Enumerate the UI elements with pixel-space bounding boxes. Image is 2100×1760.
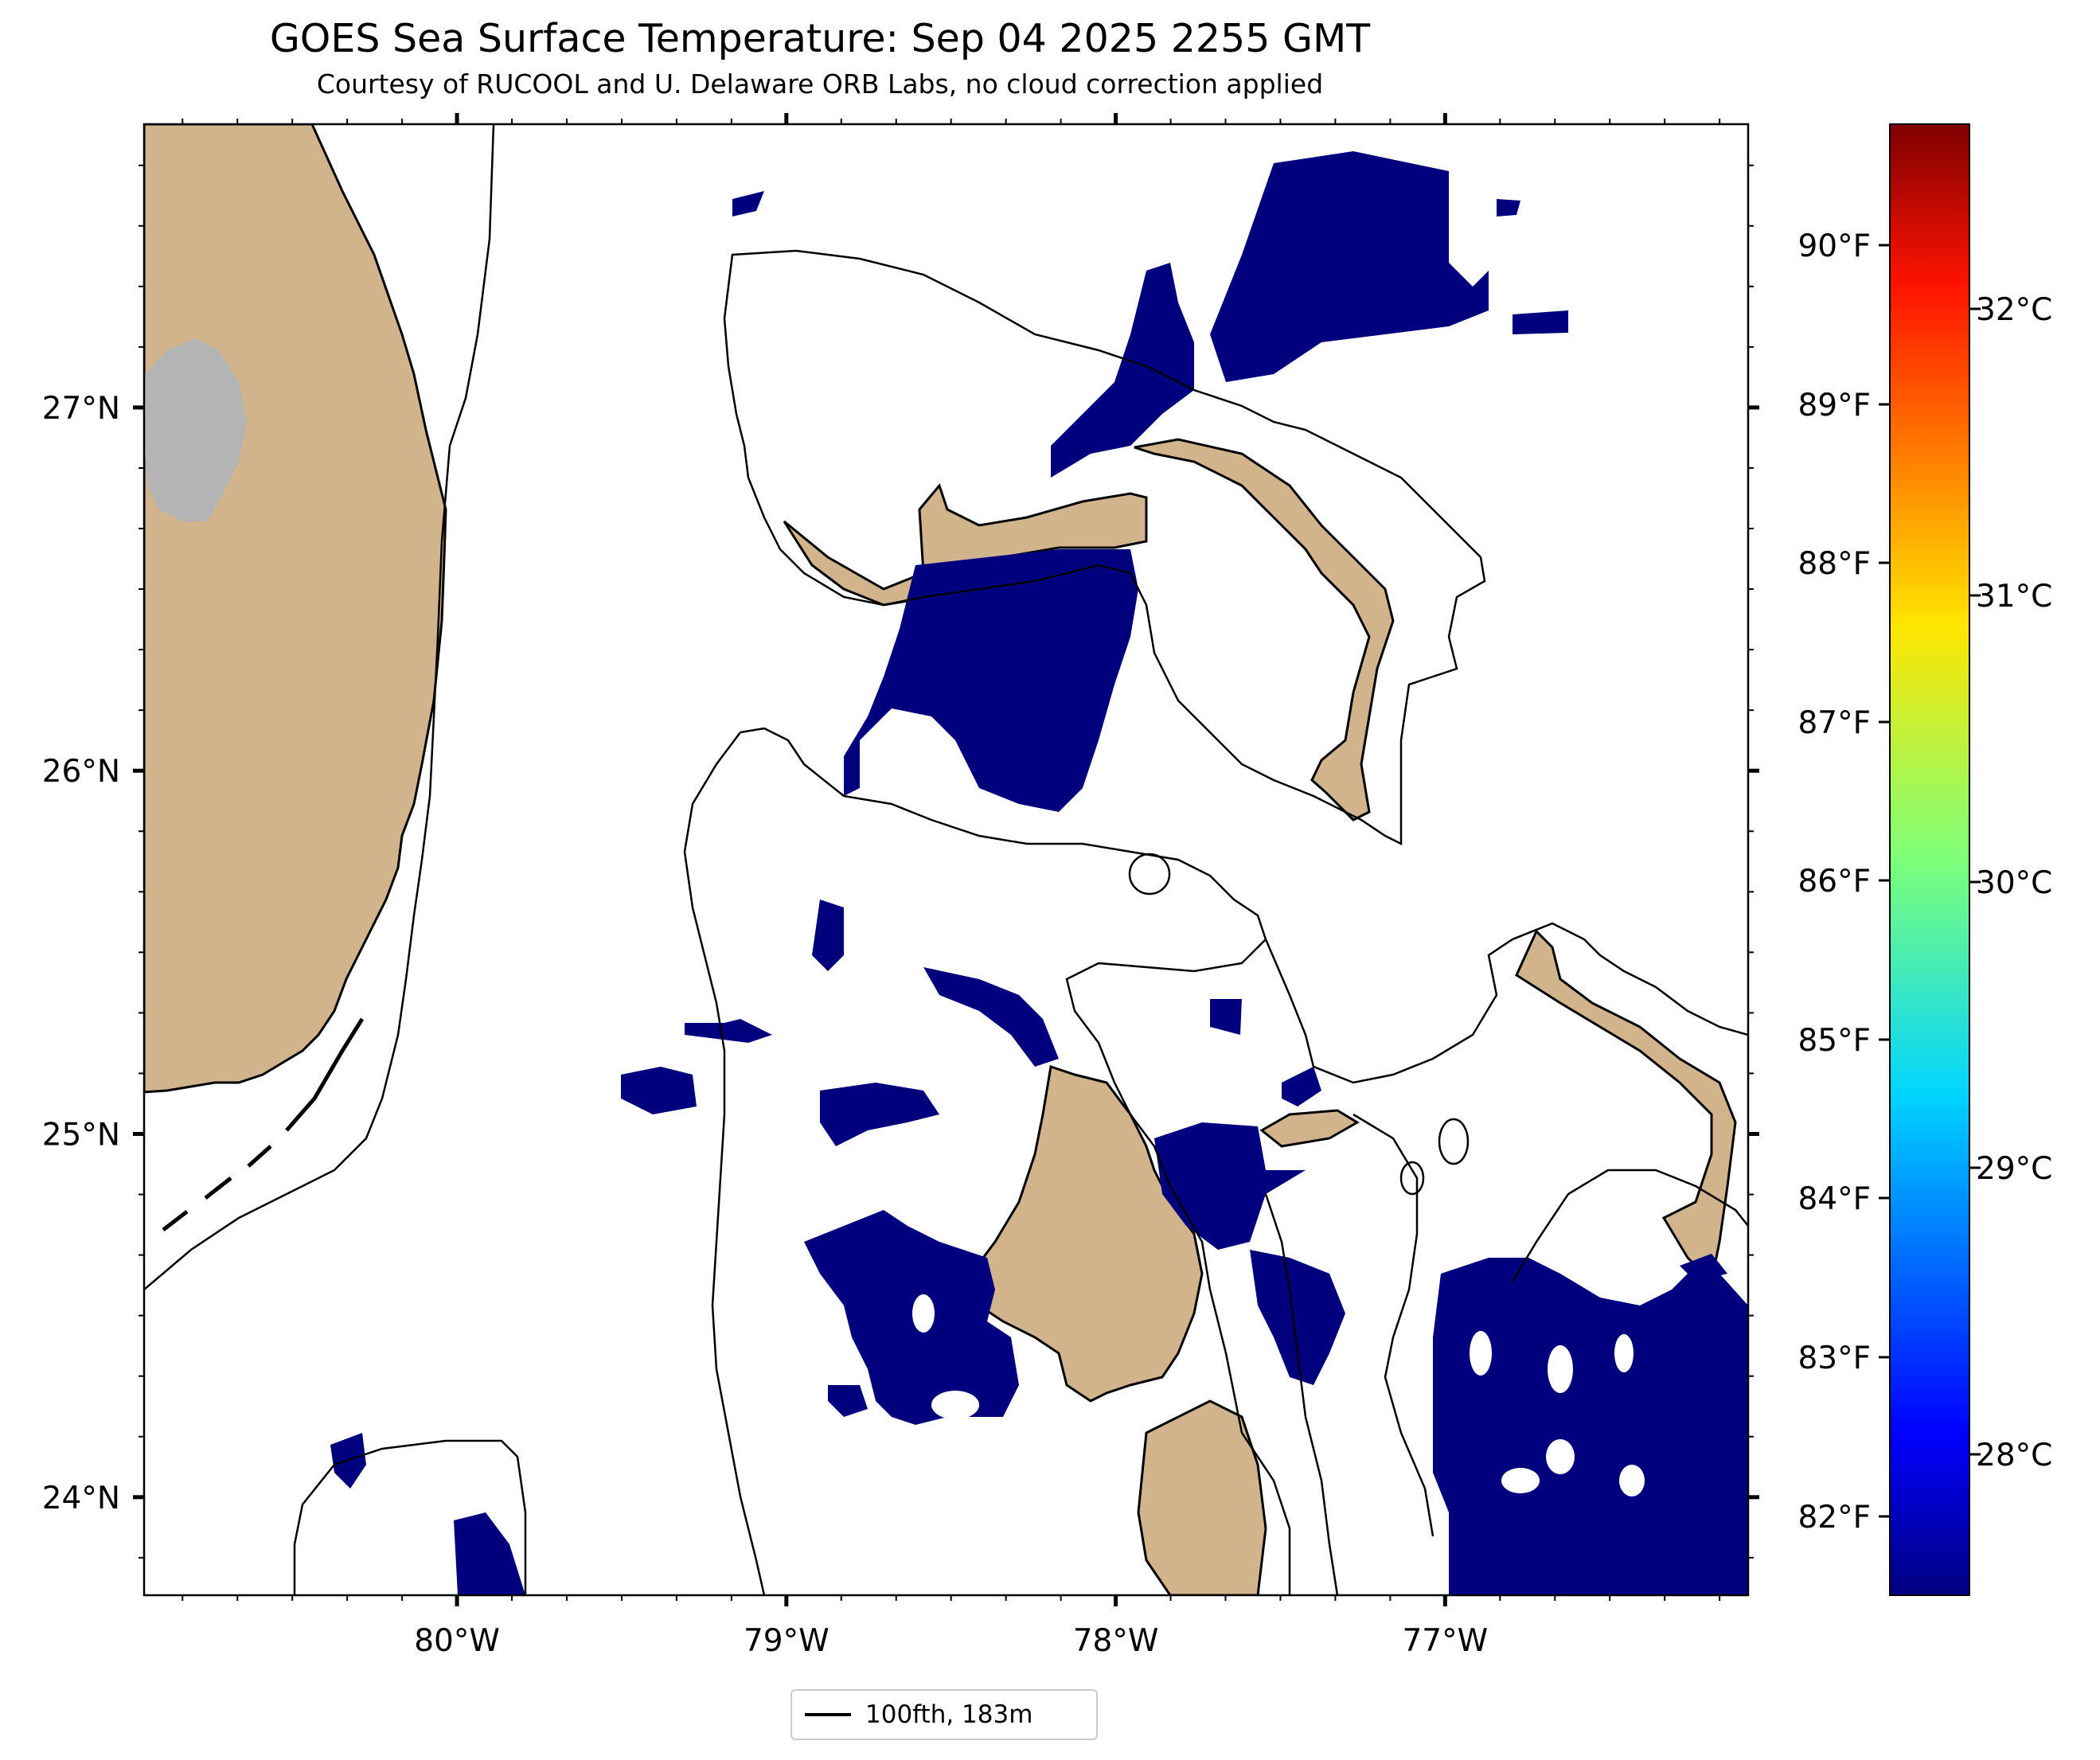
sst-cold-patches: [330, 151, 1748, 1595]
colorbar-fahrenheit-labels: 90°F 89°F 88°F 87°F 86°F 85°F 84°F 83°F 82°F: [1797, 228, 1890, 1536]
nassau-land: [1259, 1109, 1360, 1148]
colorbar-c-label: 30°C: [1976, 865, 2052, 901]
colorbar-f-label: 84°F: [1797, 1181, 1871, 1217]
isobath-100fth: [144, 124, 1748, 1595]
lat-label: 25°N: [42, 1118, 120, 1153]
colorbar-c-label: 31°C: [1976, 579, 2052, 615]
colorbar-f-label: 87°F: [1797, 705, 1871, 741]
chart-subtitle: Courtesy of RUCOOL and U. Delaware ORB L…: [316, 68, 1324, 100]
colorbar-f-label: 86°F: [1797, 864, 1871, 900]
map-frame: [142, 123, 1750, 1597]
lat-label: 26°N: [42, 754, 120, 790]
sst-gaps: [912, 1294, 1645, 1497]
map-legend: 100fth, 183m: [790, 1689, 1098, 1740]
colorbar-f-label: 89°F: [1797, 388, 1871, 423]
colorbar-c-label: 32°C: [1976, 292, 2052, 328]
colorbar-c-label: 28°C: [1976, 1438, 2052, 1473]
longitude-labels: 80°W 79°W 78°W 77°W: [414, 1623, 1488, 1659]
chart-title: GOES Sea Surface Temperature: Sep 04 202…: [269, 16, 1371, 61]
colorbar: [1889, 123, 1970, 1596]
abaco-land: [1134, 438, 1395, 821]
colorbar-c-label: 29°C: [1976, 1151, 2052, 1187]
axis-ticks: [133, 113, 1759, 1606]
florida-keys: [162, 1017, 365, 1231]
lon-label: 78°W: [1073, 1623, 1159, 1659]
lat-label: 27°N: [42, 391, 120, 427]
lon-label: 79°W: [744, 1623, 829, 1659]
lon-label: 77°W: [1402, 1623, 1488, 1659]
andros-south-land: [1137, 1399, 1267, 1595]
colorbar-f-label: 88°F: [1797, 546, 1871, 582]
colorbar-f-label: 82°F: [1797, 1500, 1871, 1536]
colorbar-f-label: 83°F: [1797, 1340, 1871, 1376]
colorbar-f-label: 90°F: [1797, 228, 1871, 264]
lake-okeechobee: [144, 338, 247, 521]
colorbar-celsius-labels: 32°C 31°C 30°C 29°C 28°C: [1969, 292, 2052, 1473]
isobath-legend-line: [805, 1713, 851, 1716]
colorbar-f-label: 85°F: [1797, 1023, 1871, 1059]
lat-label: 24°N: [42, 1481, 120, 1516]
legend-label: 100fth, 183m: [865, 1700, 1033, 1729]
latitude-labels: 27°N 26°N 25°N 24°N: [42, 391, 120, 1516]
andros-land: [970, 1065, 1204, 1403]
lon-label: 80°W: [414, 1623, 500, 1659]
